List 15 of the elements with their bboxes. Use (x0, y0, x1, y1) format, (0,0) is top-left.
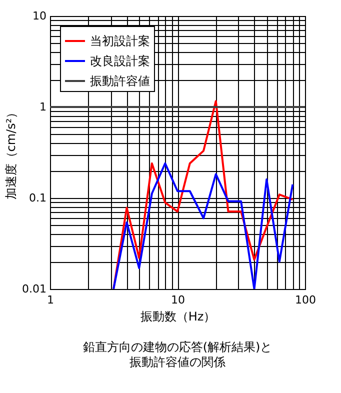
legend-label: 当初設計案 (90, 34, 150, 48)
x-axis-title: 振動数（Hz） (140, 310, 216, 324)
y-tick-label: 0.01 (22, 282, 46, 296)
line-series (112, 100, 294, 289)
legend-label: 振動許容値 (90, 74, 150, 88)
y-axis-title: 加速度（cm/s²） (4, 106, 18, 200)
y-tick-label: 0.1 (29, 192, 46, 204)
text: 鉛直方向の建物の応答(解析結果)と (82, 340, 272, 354)
x-tick-label: 100 (295, 294, 316, 306)
legend-label: 改良設計案 (90, 54, 150, 68)
y-tick-label: 1 (40, 100, 46, 114)
x-tick-label: 10 (171, 294, 185, 306)
text: 振動許容値の関係 (130, 355, 226, 369)
y-tick-label: 10 (32, 10, 46, 22)
line-series (112, 162, 294, 289)
